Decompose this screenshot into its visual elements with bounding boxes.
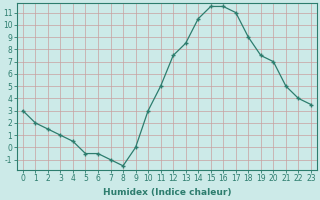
X-axis label: Humidex (Indice chaleur): Humidex (Indice chaleur) xyxy=(103,188,231,197)
